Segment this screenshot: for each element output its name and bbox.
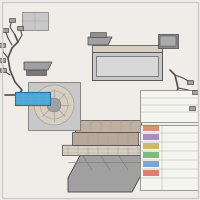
Bar xyxy=(192,90,198,94)
Polygon shape xyxy=(22,12,48,30)
Polygon shape xyxy=(26,70,46,75)
Bar xyxy=(143,152,159,158)
Polygon shape xyxy=(75,120,141,132)
Bar xyxy=(143,170,159,176)
Bar xyxy=(17,26,23,30)
Bar xyxy=(0,68,6,72)
Bar xyxy=(0,58,5,62)
Polygon shape xyxy=(15,92,50,105)
Bar xyxy=(143,125,159,131)
Bar xyxy=(143,161,159,167)
Polygon shape xyxy=(140,90,198,122)
Polygon shape xyxy=(160,36,176,46)
Bar xyxy=(143,143,159,149)
Polygon shape xyxy=(90,32,106,37)
Polygon shape xyxy=(28,82,80,130)
Polygon shape xyxy=(92,45,162,52)
Bar xyxy=(2,28,8,32)
Bar xyxy=(187,80,193,84)
Circle shape xyxy=(34,85,74,125)
Polygon shape xyxy=(158,34,178,48)
Bar xyxy=(189,106,195,110)
Polygon shape xyxy=(24,62,52,70)
Polygon shape xyxy=(96,56,158,76)
Polygon shape xyxy=(92,52,162,80)
Bar xyxy=(143,134,159,140)
Polygon shape xyxy=(68,148,148,192)
Polygon shape xyxy=(88,37,112,45)
Bar xyxy=(0,43,5,47)
Polygon shape xyxy=(72,132,138,145)
Circle shape xyxy=(47,98,61,112)
Bar xyxy=(9,18,15,22)
Polygon shape xyxy=(140,125,198,190)
Polygon shape xyxy=(62,145,148,155)
